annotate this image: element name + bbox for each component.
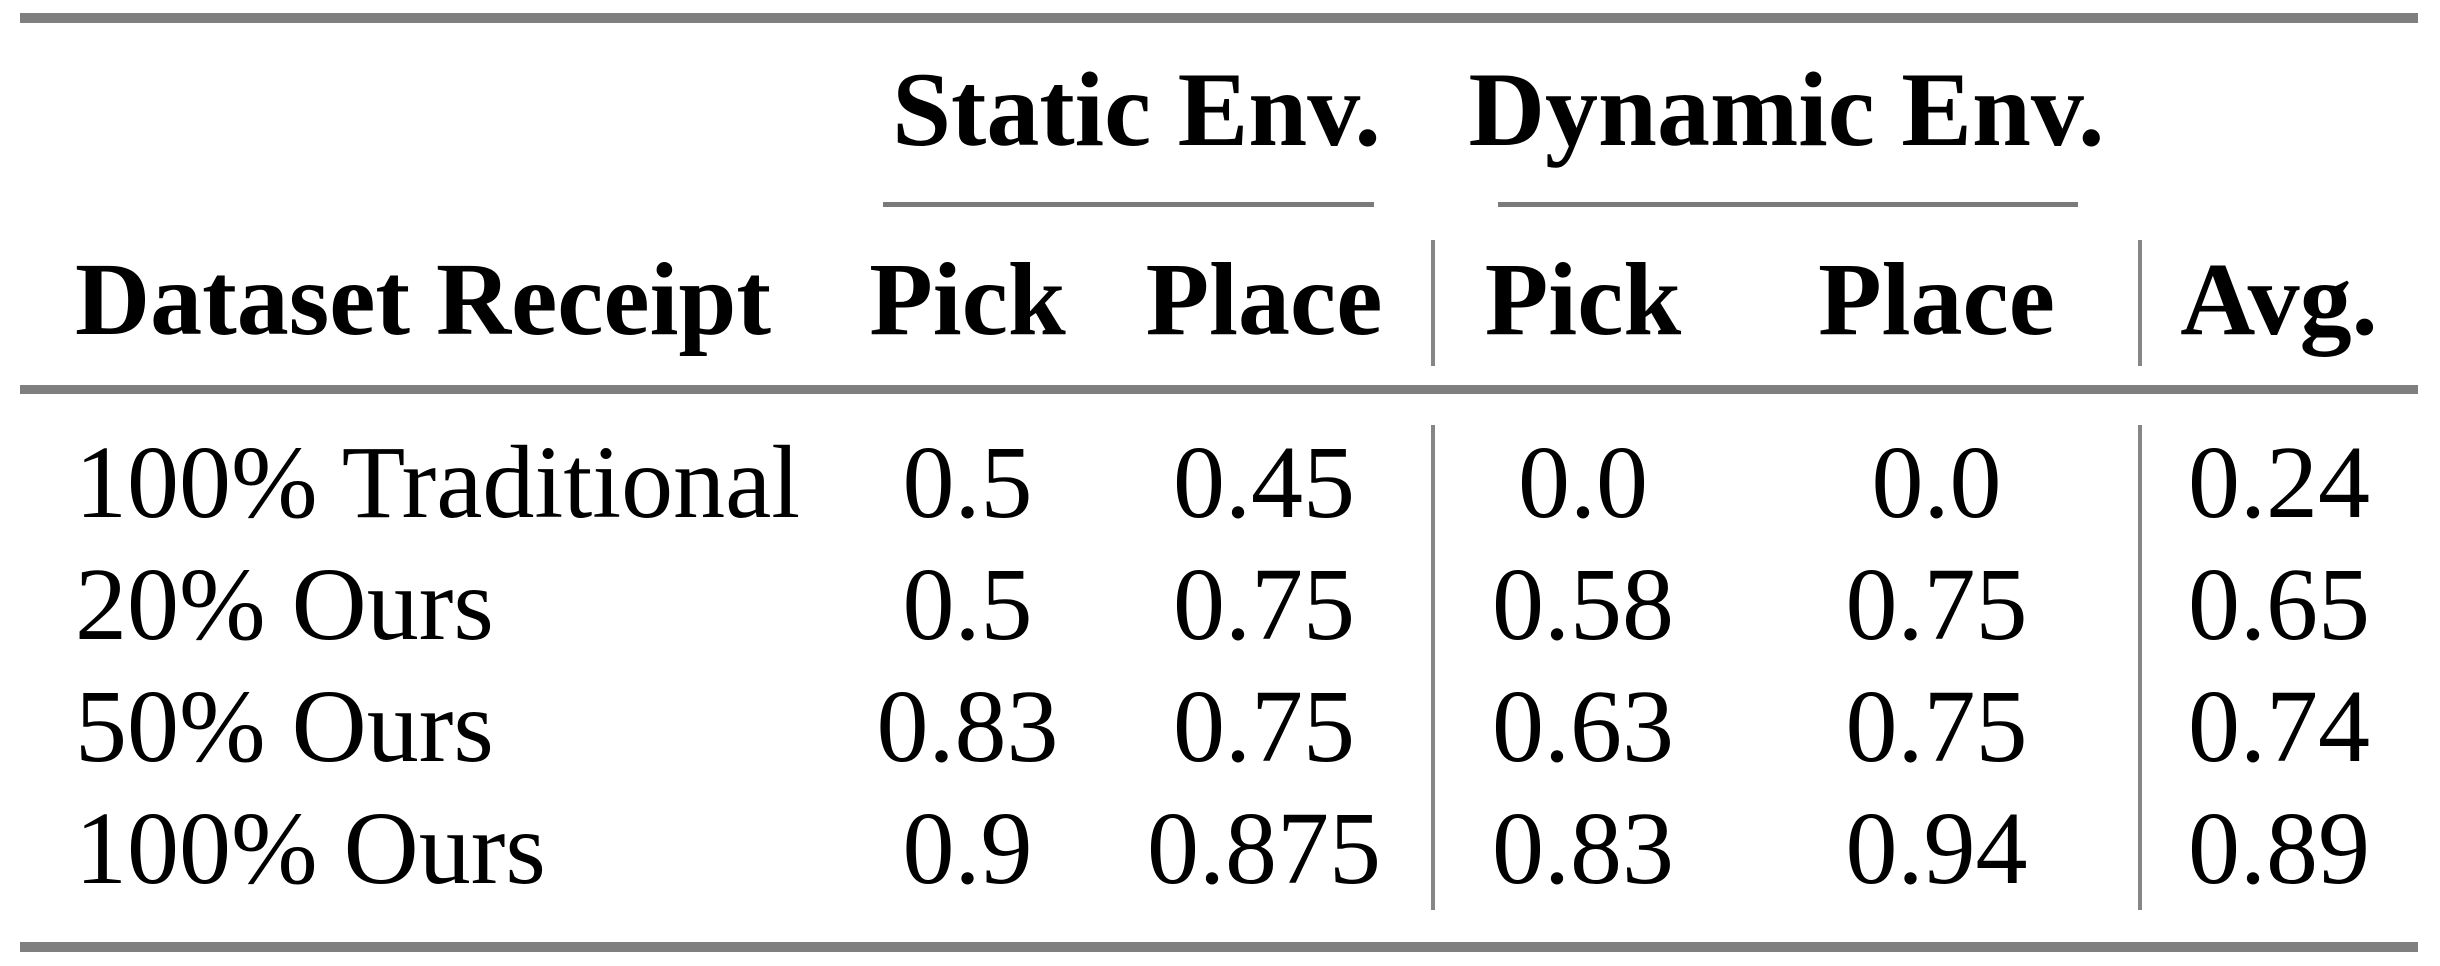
cell-dynamic-pick: 0.0 xyxy=(1518,425,1648,540)
cell-dynamic-place: 0.75 xyxy=(1845,669,2028,784)
cell-avg: 0.24 xyxy=(2188,425,2370,540)
row-label: 100% Traditional xyxy=(75,425,801,540)
cell-avg: 0.65 xyxy=(2188,547,2370,662)
dynamic-env-underline-rule xyxy=(1498,202,2078,207)
column-group-header-row: Static Env. Dynamic Env. xyxy=(20,40,2418,180)
row-label: 20% Ours xyxy=(75,547,494,662)
cell-static-pick: 0.5 xyxy=(902,547,1033,662)
cell-dynamic-place: 0.75 xyxy=(1845,547,2028,662)
cell-avg: 0.74 xyxy=(2188,669,2370,784)
vertical-rule-avg-body xyxy=(2138,425,2142,910)
column-header-avg: Avg. xyxy=(2180,242,2378,357)
group-header-static-env: Static Env. xyxy=(892,51,1381,168)
column-header-static-pick: Pick xyxy=(869,242,1066,357)
vertical-rule-static-dynamic-body xyxy=(1431,425,1435,910)
row-label: 50% Ours xyxy=(75,669,494,784)
vertical-rule-static-dynamic-header xyxy=(1431,240,1435,366)
static-env-underline-rule xyxy=(883,202,1374,207)
table-body: 100% Traditional 0.5 0.45 0.0 0.0 0.24 2… xyxy=(20,422,2418,910)
vertical-rule-avg-header xyxy=(2138,240,2142,366)
column-header-static-place: Place xyxy=(1145,242,1383,357)
cell-static-place: 0.875 xyxy=(1147,791,1381,906)
cell-dynamic-pick: 0.63 xyxy=(1492,669,1674,784)
row-label: 100% Ours xyxy=(75,791,546,906)
cell-static-pick: 0.9 xyxy=(902,791,1033,906)
cell-dynamic-pick: 0.83 xyxy=(1492,791,1674,906)
top-rule xyxy=(20,13,2418,23)
header-separator-rule xyxy=(20,385,2418,394)
column-header-dynamic-place: Place xyxy=(1818,242,2055,357)
cell-dynamic-place: 0.94 xyxy=(1845,791,2028,906)
cell-static-place: 0.75 xyxy=(1173,547,1355,662)
bottom-rule xyxy=(20,942,2418,952)
cell-static-place: 0.75 xyxy=(1173,669,1355,784)
cell-static-pick: 0.83 xyxy=(876,669,1059,784)
group-header-dynamic-env: Dynamic Env. xyxy=(1468,51,2105,168)
cell-dynamic-pick: 0.58 xyxy=(1492,547,1674,662)
column-header-dataset-receipt: Dataset Receipt xyxy=(75,242,771,357)
cell-dynamic-place: 0.0 xyxy=(1871,425,2002,540)
column-header-row: Dataset Receipt Pick Place Pick Place Av… xyxy=(20,235,2418,365)
cell-static-pick: 0.5 xyxy=(902,425,1033,540)
cell-static-place: 0.45 xyxy=(1173,425,1355,540)
cell-avg: 0.89 xyxy=(2188,791,2370,906)
column-header-dynamic-pick: Pick xyxy=(1484,242,1682,357)
